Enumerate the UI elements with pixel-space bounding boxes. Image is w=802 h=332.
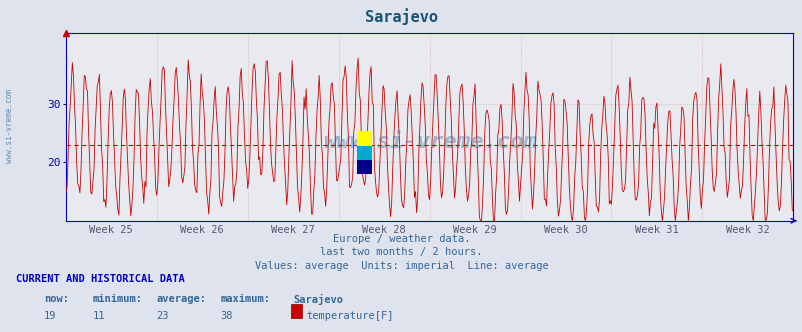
Text: www.si-vreme.com: www.si-vreme.com [322, 132, 536, 152]
Text: 11: 11 [92, 311, 105, 321]
Bar [357, 131, 371, 145]
Bar [357, 160, 371, 174]
Text: Sarajevo: Sarajevo [365, 8, 437, 25]
Text: Europe / weather data.: Europe / weather data. [332, 234, 470, 244]
Text: Sarajevo: Sarajevo [293, 294, 342, 305]
Text: 23: 23 [156, 311, 169, 321]
Text: last two months / 2 hours.: last two months / 2 hours. [320, 247, 482, 257]
Text: maximum:: maximum: [221, 294, 270, 304]
Text: temperature[F]: temperature[F] [306, 311, 394, 321]
Text: Values: average  Units: imperial  Line: average: Values: average Units: imperial Line: av… [254, 261, 548, 271]
Text: www.si-vreme.com: www.si-vreme.com [5, 89, 14, 163]
Text: now:: now: [44, 294, 69, 304]
Text: CURRENT AND HISTORICAL DATA: CURRENT AND HISTORICAL DATA [16, 274, 184, 284]
Text: 38: 38 [221, 311, 233, 321]
Text: average:: average: [156, 294, 206, 304]
Text: 19: 19 [44, 311, 57, 321]
Text: minimum:: minimum: [92, 294, 142, 304]
Bar [357, 145, 371, 160]
